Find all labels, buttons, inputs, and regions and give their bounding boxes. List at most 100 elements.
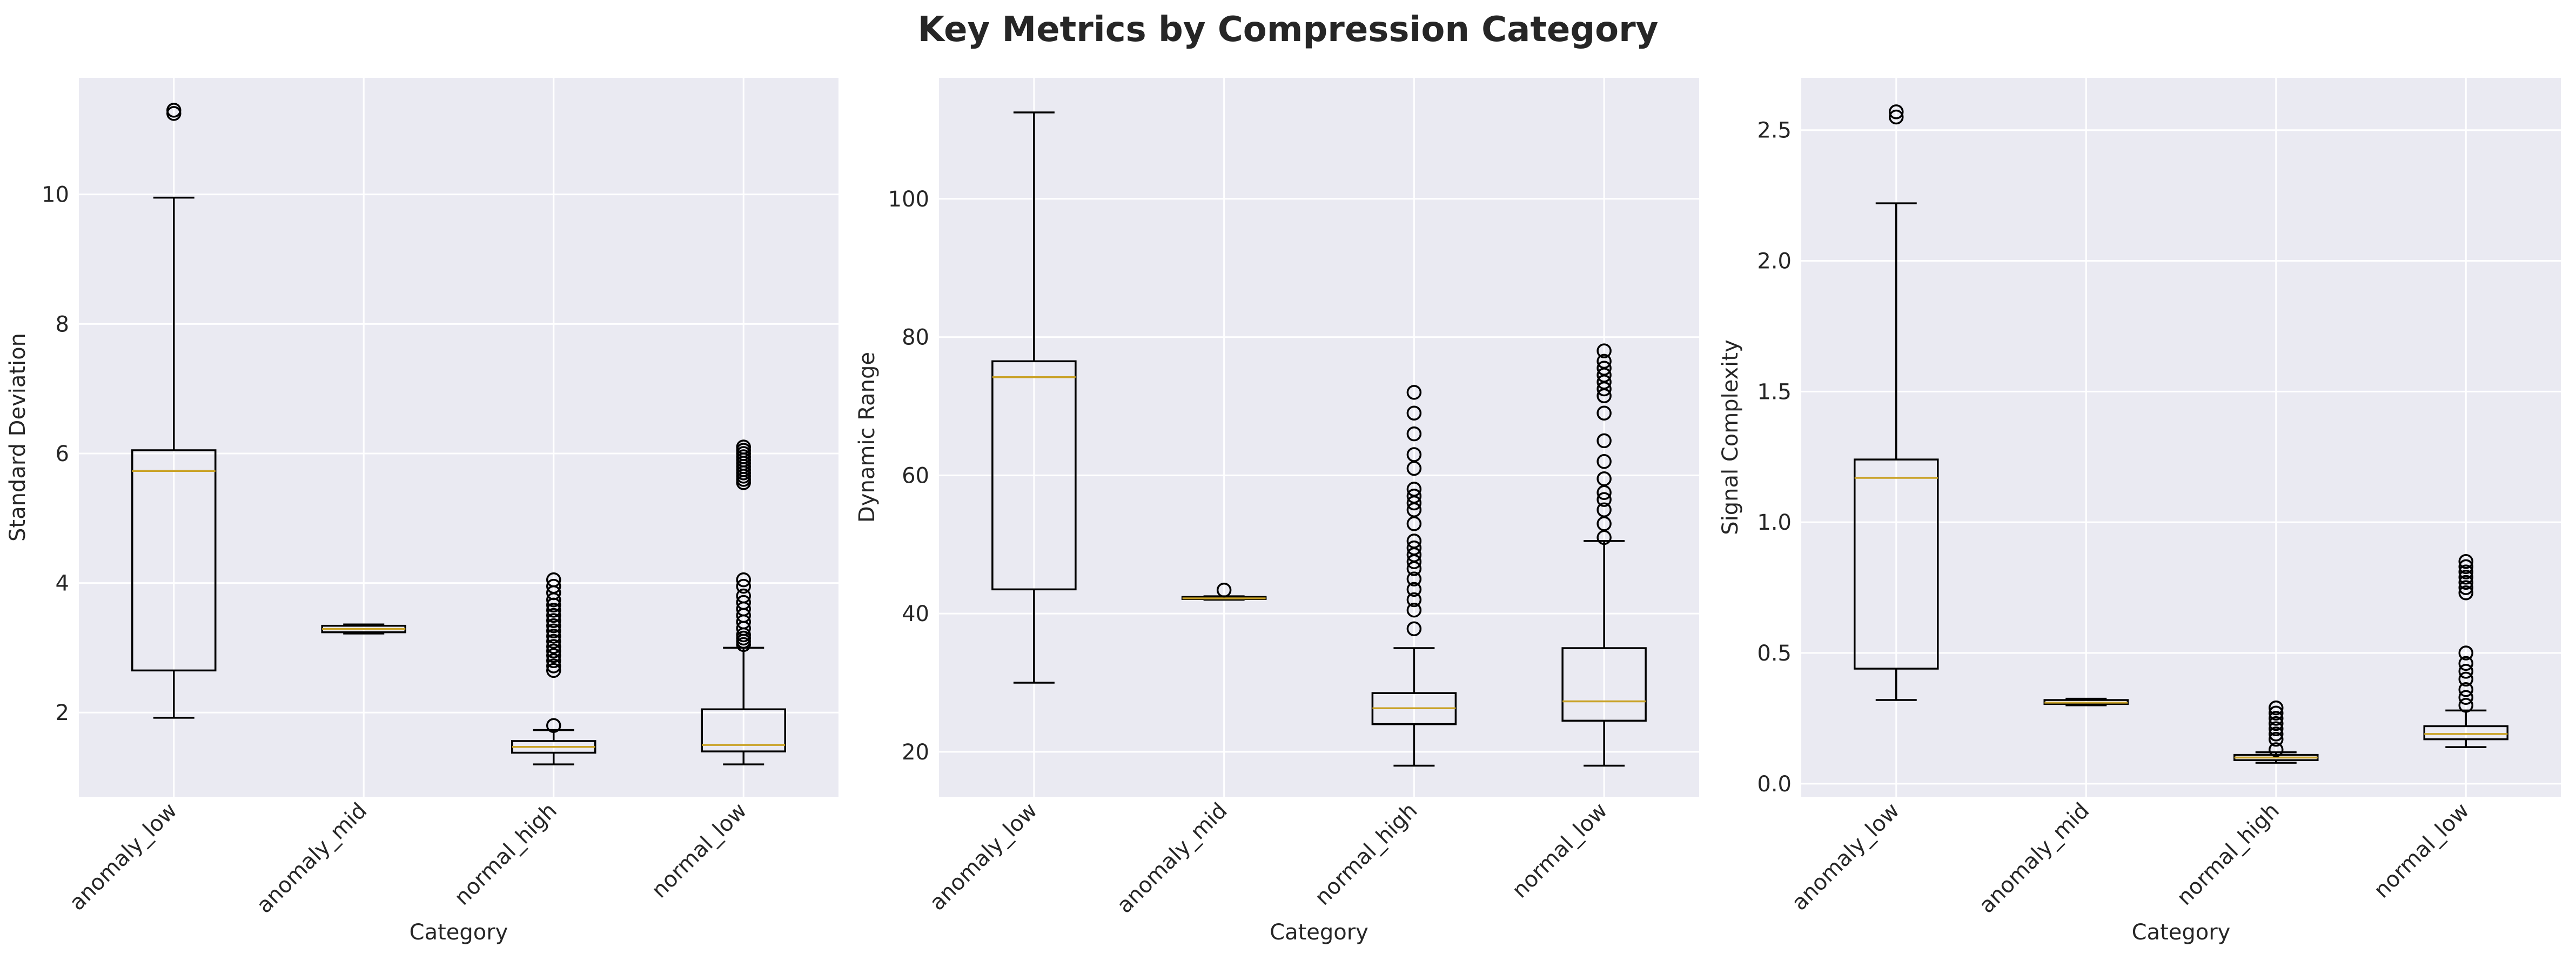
y-axis-label: Signal Complexity [1718, 339, 1743, 535]
outlier-point [2269, 700, 2284, 716]
y-tick-label: 40 [902, 602, 929, 626]
outlier-point [736, 588, 751, 604]
y-tick-label: 100 [888, 187, 929, 212]
outlier-point [2269, 721, 2284, 737]
outlier-point [546, 643, 561, 659]
outlier-point [1596, 471, 1612, 486]
axes-background [1801, 78, 2561, 797]
subplot-2: 20 40 60 80 100 anomaly_low anomaly_mid normal_… [855, 78, 1699, 945]
outlier-point [546, 629, 561, 644]
outlier-point [1406, 540, 1422, 556]
y-tick-label: 0.0 [1757, 772, 1792, 797]
outlier-point [546, 618, 561, 634]
outlier-point [736, 572, 751, 588]
y-tick-label: 2 [56, 701, 69, 725]
outlier-point [736, 578, 751, 594]
y-axis-label: Standard Deviation [5, 333, 30, 542]
outlier-point [1406, 571, 1422, 586]
outlier-point [1406, 592, 1422, 608]
outlier-point [1596, 502, 1612, 518]
outlier-point [546, 658, 561, 674]
y-tick-label: 1.5 [1757, 379, 1792, 404]
iqr-box [701, 708, 786, 752]
iqr-box [1561, 647, 1647, 722]
subplot-1: 2 4 6 8 10 anomaly_low anomaly_mid normal_high n… [5, 78, 838, 945]
outlier-point [546, 608, 561, 623]
x-tick-label: anomaly_mid [1112, 798, 1232, 918]
outlier-point [2269, 731, 2284, 747]
axes-background [79, 78, 838, 797]
outlier-point [2458, 569, 2473, 585]
axes-background [939, 78, 1699, 797]
outlier-point [546, 648, 561, 663]
outlier-point [546, 653, 561, 669]
outlier-point [2458, 559, 2473, 575]
outlier-point [2458, 697, 2473, 713]
x-axis-label: Category [410, 920, 508, 945]
outlier-point [2458, 682, 2473, 697]
box-normal_low [1561, 343, 1647, 767]
outlier-point [2269, 742, 2284, 757]
y-tick-label: 60 [902, 463, 929, 488]
outlier-point [2269, 726, 2284, 742]
y-tick-label: 2.5 [1757, 118, 1792, 143]
outlier-point [1596, 361, 1612, 376]
outlier-point [166, 103, 182, 118]
y-tick-label: 80 [902, 325, 929, 350]
outlier-point [2458, 585, 2473, 601]
iqr-box [131, 449, 217, 672]
outlier-point [1406, 621, 1422, 636]
x-tick-label: normal_low [647, 798, 752, 903]
box-normal_high [511, 572, 596, 765]
outlier-point [1406, 405, 1422, 421]
outlier-point [1406, 488, 1422, 504]
x-tick-label: normal_high [1310, 798, 1422, 910]
outlier-point [2458, 554, 2473, 569]
x-tick-label: normal_low [2369, 798, 2474, 903]
x-tick-label: normal_low [1507, 798, 1612, 903]
outlier-point [1596, 405, 1612, 421]
x-tick-label: normal_high [2172, 798, 2284, 910]
y-tick-label: 10 [42, 183, 69, 208]
outlier-point [2458, 690, 2473, 705]
outlier-point [546, 578, 561, 594]
y-tick-label: 8 [56, 312, 69, 337]
box-anomaly_mid [1181, 582, 1267, 601]
x-tick-label: normal_high [450, 798, 561, 910]
x-tick-label: anomaly_low [65, 798, 182, 916]
box-normal_low [701, 439, 786, 765]
iqr-box [991, 360, 1077, 591]
x-axis-label: Category [1270, 920, 1369, 945]
outlier-point [546, 603, 561, 618]
panels: 2 4 6 8 10 anomaly_low anomaly_mid normal_high n… [5, 78, 2561, 945]
box-anomaly_low [1854, 104, 1939, 701]
box-anomaly_mid [321, 623, 406, 635]
outlier-point [2458, 664, 2473, 679]
outlier-point [546, 639, 561, 654]
outlier-point [2269, 705, 2284, 721]
box-anomaly_low [131, 103, 217, 719]
y-tick-label: 4 [56, 571, 69, 596]
outlier-point [1406, 482, 1422, 497]
y-tick-label: 2.0 [1757, 249, 1792, 274]
outlier-point [2458, 671, 2473, 687]
outlier-point [2458, 575, 2473, 590]
outlier-point [2269, 716, 2284, 731]
outlier-point [2458, 580, 2473, 595]
outlier-point [2458, 564, 2473, 579]
outlier-point [1596, 492, 1612, 507]
outlier-point [546, 718, 561, 733]
x-tick-label: anomaly_low [925, 798, 1042, 916]
outlier-point [1406, 385, 1422, 400]
outlier-point [1889, 104, 1904, 119]
outlier-point [1596, 354, 1612, 369]
outlier-point [1406, 534, 1422, 549]
outlier-point [736, 439, 751, 455]
iqr-box [1854, 458, 1939, 670]
y-tick-label: 6 [56, 442, 69, 466]
outlier-point [736, 595, 751, 610]
figure-title: Key Metrics by Compression Category [918, 10, 1659, 50]
y-tick-label: 0.5 [1757, 641, 1792, 666]
y-tick-label: 1.0 [1757, 510, 1792, 535]
